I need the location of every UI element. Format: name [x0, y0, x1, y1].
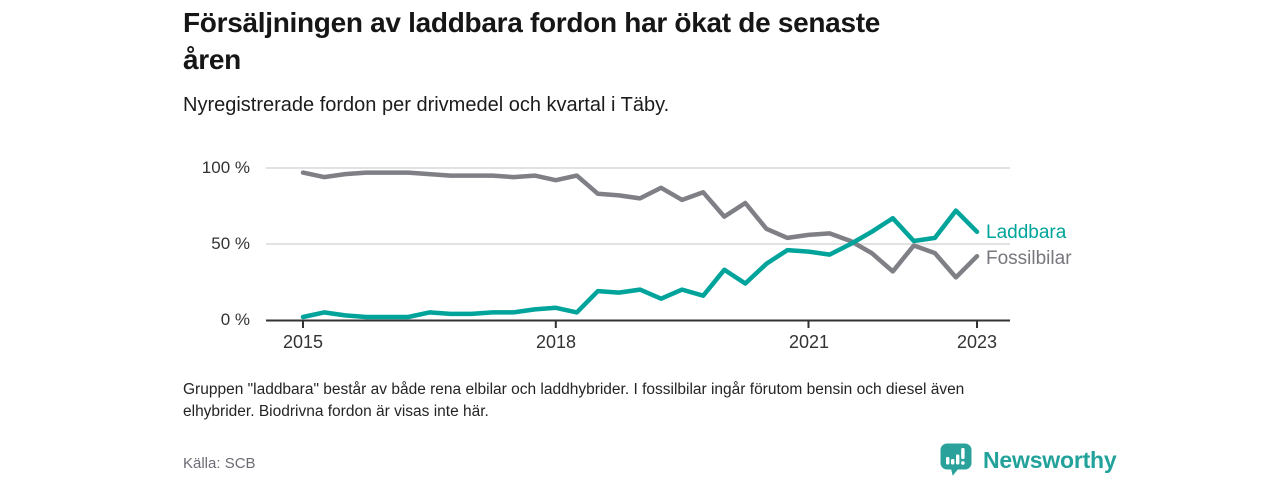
- chart-title-line1: Försäljningen av laddbara fordon har öka…: [183, 7, 881, 38]
- newsworthy-logo-text: Newsworthy: [983, 446, 1117, 473]
- footnote-line1: Gruppen "laddbara" består av både rena e…: [183, 381, 965, 398]
- chart-subtitle: Nyregistrerade fordon per drivmedel och …: [183, 94, 670, 116]
- x-axis-label-2021: 2021: [788, 332, 830, 352]
- y-axis-label-100: 100 %: [201, 158, 250, 177]
- source-attribution: Källa: SCB: [183, 455, 256, 472]
- chart-title-line2: åren: [183, 44, 241, 75]
- x-axis-label-2015: 2015: [282, 332, 324, 352]
- x-axis-label-2023: 2023: [956, 332, 998, 352]
- y-axis-label-0: 0 %: [220, 310, 250, 329]
- series-label-laddbara: Laddbara: [986, 222, 1067, 243]
- series-label-fossilbilar: Fossilbilar: [986, 248, 1072, 269]
- line-laddbara: [300, 208, 980, 320]
- newsworthy-bubble-chart-icon: [940, 443, 972, 476]
- footnote-line2: elhybrider. Biodrivna fordon är visas in…: [183, 402, 489, 420]
- y-axis-label-50: 50 %: [211, 234, 250, 253]
- line-fossilbilar: [300, 170, 980, 280]
- newsworthy-logo: Newsworthy: [938, 442, 1117, 478]
- chart-title: Försäljningen av laddbara fordon har öka…: [183, 4, 1083, 78]
- x-axis-label-2018: 2018: [535, 332, 577, 352]
- chart-footnote: Gruppen "laddbara" består av både rena e…: [183, 379, 1083, 422]
